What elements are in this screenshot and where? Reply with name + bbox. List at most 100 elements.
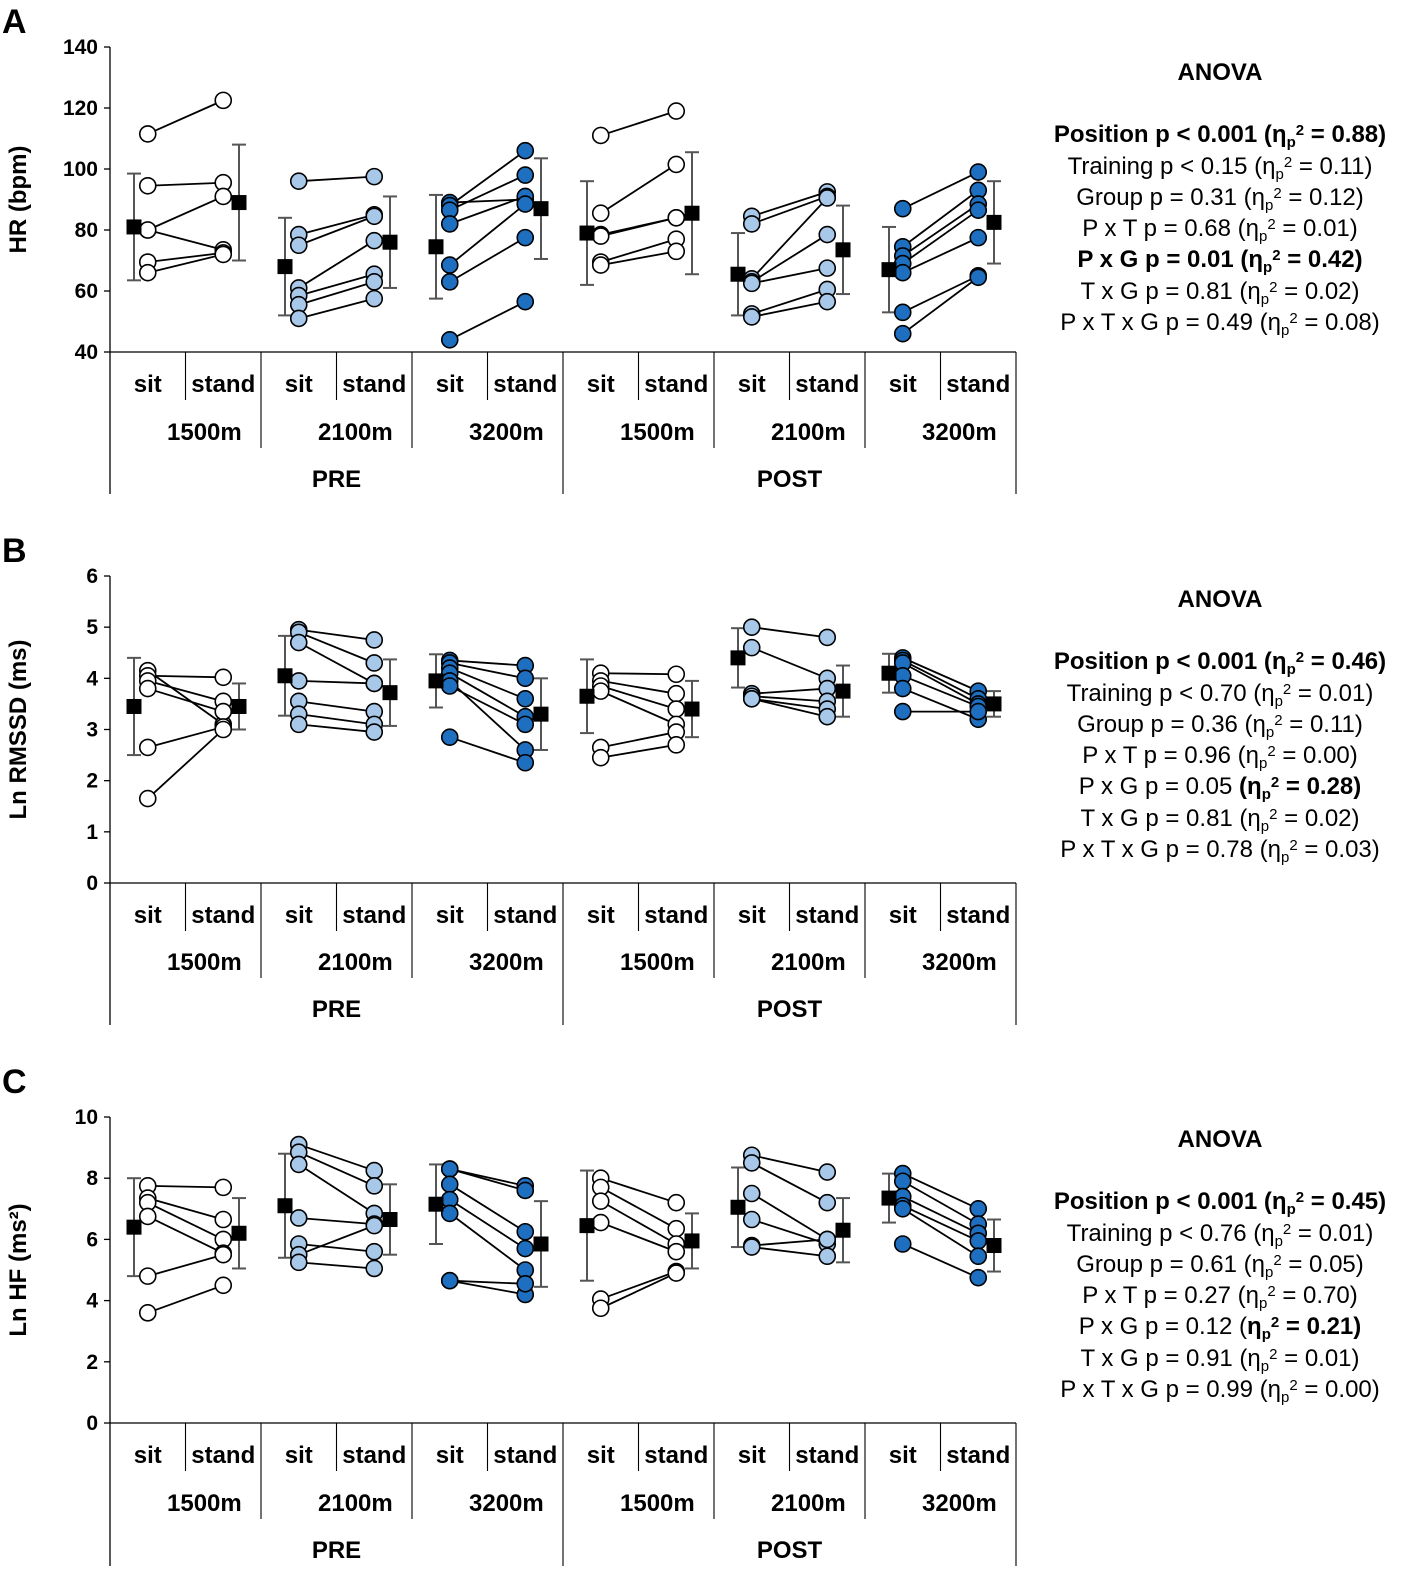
subject-line [600,1177,677,1204]
data-point-sit [893,303,912,322]
mean-marker [126,1219,142,1235]
subject-line [902,171,979,210]
eta-subscript-p: p [1261,1326,1271,1344]
anova-stat-value: = 0.02) [1277,277,1360,305]
data-point-stand [667,1219,686,1238]
subject-line [902,659,979,700]
x-tick-label-sit: sit [285,902,313,929]
subject-line [147,674,224,679]
y-tick-label: 5 [86,616,98,639]
data-point-sit [742,638,761,657]
eta-subscript-p: p [1259,228,1268,246]
data-point-stand [516,1181,535,1200]
subject-line [600,1221,677,1253]
data-point-sit [289,672,308,690]
data-point-stand [365,674,384,693]
data-point-sit [138,738,157,757]
x-group-label-distance: 1500m [167,419,242,446]
x-tick-label-stand: stand [493,1442,557,1469]
data-point-stand [969,163,988,181]
x-group-label-distance: 3200m [922,1490,997,1517]
x-group-label-distance: 2100m [318,1490,393,1517]
mean-marker [231,698,247,714]
eta-subscript-p: p [1260,1357,1270,1375]
data-point-sit [591,227,610,245]
data-point-sit [289,1209,308,1227]
subject-line [600,672,677,676]
data-point-sit [289,715,308,734]
data-point-sit [591,204,610,223]
data-point-sit [893,702,912,721]
anova-stat-value: = 0.11) [1292,152,1373,180]
subject-line [147,181,224,187]
data-point-stand [818,1230,837,1249]
subject-line [298,1261,375,1270]
subject-line [600,1272,677,1310]
data-point-stand [818,225,837,244]
eta-superscript-2: 2 [1269,1345,1278,1363]
subject-line [298,213,375,236]
mean-marker [730,266,746,282]
x-phase-label-pre: PRE [312,996,361,1023]
subject-line [298,1163,375,1215]
anova-stat-line: P x T p = 0.27 (ηp2 = 0.70) [1020,1280,1410,1311]
data-point-stand [818,292,837,311]
x-group-label-distance: 3200m [922,419,997,446]
anova-stat-value: = 0.01) [1275,215,1358,243]
eta-subscript-p: p [1274,692,1283,710]
mean-marker [428,1196,444,1212]
x-tick-label-stand: stand [342,371,406,398]
data-point-stand [818,628,837,647]
eta-superscript-2: 2 [1274,711,1283,729]
mean-marker [533,706,549,722]
y-axis-title: Ln RMSSD (ms) [5,640,32,820]
anova-stat-text: P x T x G p = 0.49 (η [1060,309,1282,337]
data-point-stand [969,1247,988,1266]
mean-marker [684,701,700,717]
data-point-stand [365,1216,384,1235]
data-point-stand [969,1232,988,1250]
anova-stat-text: Training p < 0.15 (η [1067,152,1276,180]
subject-line [449,149,526,207]
data-point-stand [969,1268,988,1287]
eta-superscript-2: 2 [1289,310,1298,328]
anova-stat-value: = 0.00) [1275,742,1358,770]
mean-marker [986,1238,1002,1254]
subject-line [902,1180,979,1225]
subject-line [600,685,677,710]
subject-line [902,236,979,274]
x-tick-label-sit: sit [738,371,766,398]
subject-line [147,195,224,231]
subject-line [751,288,828,315]
anova-stat-line: Training p < 0.15 (ηp2 = 0.11) [1020,151,1410,182]
eta-superscript-2: 2 [1267,1283,1276,1301]
subject-line [751,687,828,695]
anova-stat-line: P x G p = 0.05 (ηp2 = 0.28) [1020,771,1410,802]
subject-line [449,1183,526,1233]
x-group-label-distance: 2100m [318,949,393,976]
data-point-stand [667,700,686,718]
data-point-stand [818,189,837,207]
anova-stat-line: T x G p = 0.81 (ηp2 = 0.02) [1020,803,1410,834]
anova-stat-text: Group p = 0.31 (η [1076,183,1266,211]
subject-line [298,713,375,726]
data-point-stand [214,1276,233,1295]
mean-marker [684,1233,700,1249]
anova-stat-line: P x T x G p = 0.78 (ηp2 = 0.03) [1020,834,1410,865]
subject-line [600,743,677,759]
x-tick-label-stand: stand [946,371,1010,398]
x-tick-label-sit: sit [587,1442,615,1469]
subject-line [902,203,979,257]
subject-line [449,1212,526,1271]
y-tick-label: 6 [86,565,98,588]
panel-letter-A: A [2,3,27,41]
subject-line [751,233,828,283]
subject-line [449,685,526,726]
y-tick-label: 40 [75,341,98,364]
eta-superscript-2: 2 [1267,743,1276,761]
x-group-label-distance: 3200m [469,1490,544,1517]
anova-stat-value: = 0.88) [1304,121,1387,149]
anova-stat-text: P x T p = 0.96 (η [1082,742,1260,770]
subject-line [600,238,677,263]
subject-line [449,195,526,225]
